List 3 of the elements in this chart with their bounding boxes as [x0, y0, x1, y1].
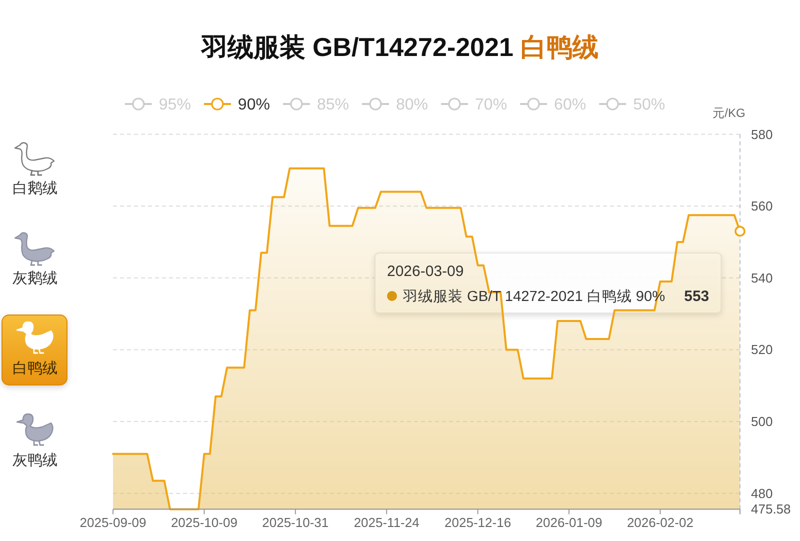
- legend-label: 90%: [238, 96, 270, 114]
- title: 羽绒服装 GB/T14272-2021 白鸭绒: [201, 32, 599, 62]
- ylabel: 元/KG: [712, 106, 746, 120]
